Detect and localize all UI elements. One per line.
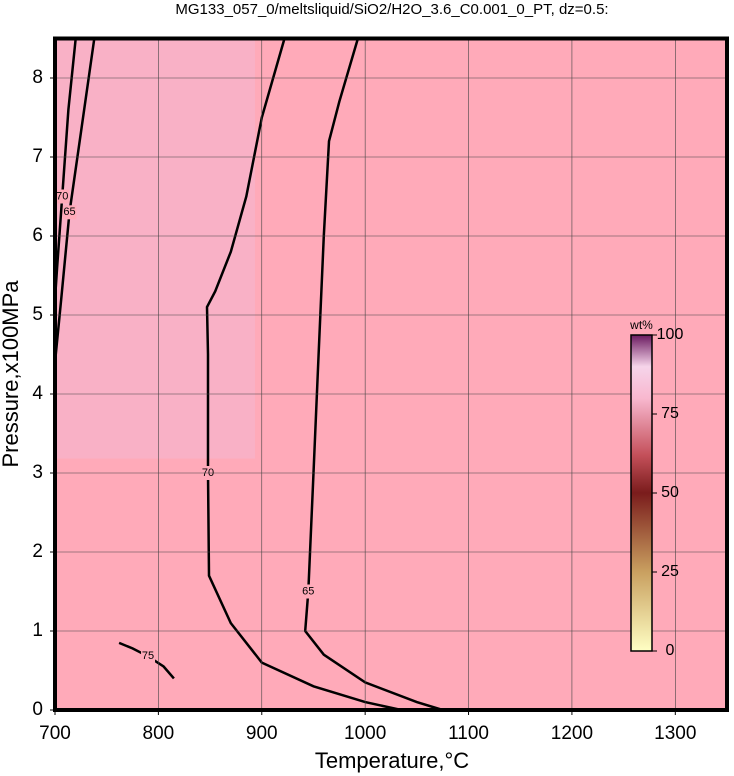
chart-title: MG133_057_0/meltsliquid/SiO2/H2O_3.6_C0.… (175, 1, 608, 18)
y-tick-label: 0 (32, 699, 43, 720)
x-axis-label: Temperature,°C (315, 748, 469, 773)
contour-label-bg (141, 649, 156, 664)
y-tick-label: 1 (32, 620, 43, 641)
contour-label: 70 (56, 190, 68, 202)
y-tick-label: 2 (32, 541, 43, 562)
y-tick-label: 8 (32, 67, 43, 88)
contour-label: 75 (142, 650, 154, 662)
colorbar-tick-label: 0 (666, 642, 675, 659)
x-tick-label: 900 (246, 723, 278, 744)
contour-label: 65 (63, 206, 75, 218)
colorbar-label: wt% (629, 318, 653, 332)
contour-label: 65 (302, 585, 314, 597)
colorbar-tick-label: 100 (657, 326, 684, 343)
plot-frame (53, 36, 729, 712)
x-tick-label: 1300 (654, 723, 696, 744)
contour-label-bg (55, 189, 70, 204)
x-tick-label: 1100 (448, 723, 489, 744)
colorbar-tick-label: 75 (661, 405, 679, 422)
y-axis-label: Pressure,x100MPa (0, 280, 23, 468)
contour-label-bg (301, 584, 316, 599)
contour-line (303, 38, 444, 712)
contour-label-bg (62, 205, 77, 220)
y-tick-label: 3 (32, 462, 43, 483)
x-tick-label: 1200 (551, 723, 593, 744)
y-tick-label: 7 (32, 146, 43, 167)
light-region (55, 38, 255, 459)
y-tick-label: 5 (32, 304, 43, 325)
y-tick-label: 6 (32, 225, 43, 246)
x-tick-label: 800 (143, 723, 175, 744)
x-tick-label: 700 (39, 723, 71, 744)
x-tick-label: 1000 (344, 723, 386, 744)
colorbar-tick-label: 25 (661, 563, 679, 580)
colorbar-tick-label: 50 (661, 484, 679, 501)
y-tick-label: 4 (32, 383, 43, 404)
contour-line (205, 38, 402, 712)
colorbar (630, 334, 653, 652)
